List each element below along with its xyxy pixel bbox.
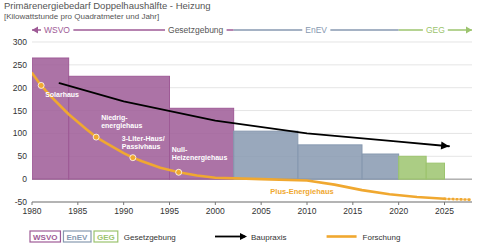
legend-label: GEG <box>97 233 115 242</box>
period-label: WSVO <box>44 25 70 35</box>
x-tick <box>77 202 78 205</box>
step-bar <box>234 131 298 179</box>
x-tick-label: 2015 <box>343 206 362 216</box>
x-tick-label: 2010 <box>298 206 317 216</box>
step-bar <box>298 145 362 179</box>
milestone-label-line: Null- <box>172 146 188 153</box>
milestone-label-line: Passivhaus <box>122 143 161 150</box>
period-arrow <box>32 27 38 34</box>
legend-swatch <box>30 231 60 242</box>
x-axis <box>32 202 472 203</box>
milestone-dot <box>130 155 136 161</box>
legend-swatch <box>94 231 118 242</box>
period-label: EnEV <box>305 25 327 35</box>
x-tick <box>307 202 308 205</box>
x-tick-label: 1990 <box>114 206 133 216</box>
x-tick <box>215 202 216 205</box>
x-tick-label: 1980 <box>23 206 42 216</box>
label-bg <box>302 25 330 35</box>
legend-swatch <box>63 231 91 242</box>
x-tick-label: 2000 <box>206 206 225 216</box>
period-label: GEG <box>426 25 445 35</box>
step-bar <box>362 154 399 179</box>
subtitle: [Kilowattstunde pro Quadratmeter und Jah… <box>4 12 159 21</box>
x-tick <box>444 202 445 205</box>
y-tick-label: 50 <box>18 151 28 161</box>
label-bg <box>423 25 448 35</box>
milestone-label: Null-Heizenergiehaus <box>172 146 228 162</box>
x-tick-label: 2020 <box>389 206 408 216</box>
period-label: Gesetzgebung <box>168 25 224 35</box>
milestone-label: 3-Liter-Haus/Passivhaus <box>122 135 165 150</box>
x-tick-label: 2005 <box>252 206 271 216</box>
grid-line <box>32 202 472 203</box>
y-tick-label: 100 <box>13 128 27 138</box>
milestone-dot <box>38 82 44 88</box>
milestone-label-line: energiehaus <box>101 122 142 130</box>
label-bg <box>165 25 227 35</box>
x-tick-label: 2025 <box>435 206 454 216</box>
grid-line <box>32 42 472 43</box>
trend-arrow <box>60 83 450 146</box>
milestone-label: Niedrig-energiehaus <box>101 114 142 130</box>
plot-area <box>32 58 472 200</box>
x-tick <box>398 202 399 205</box>
x-tick <box>32 202 33 205</box>
milestone-label-line: Solarhaus <box>45 91 79 98</box>
arrow-head <box>441 142 449 150</box>
period-arrow <box>466 27 472 34</box>
milestone-label-line: Heizenergiehaus <box>172 154 228 162</box>
x-tick-label: 1985 <box>68 206 87 216</box>
milestone-label-line: 3-Liter-Haus/ <box>122 135 165 142</box>
legend-group-label: Gesetzgebung <box>124 233 176 242</box>
x-tick <box>123 202 124 205</box>
annotation: Plus-Energiehaus <box>270 187 333 196</box>
x-tick <box>261 202 262 205</box>
milestone-label-line: Niedrig- <box>101 114 128 122</box>
chart: Primärenergiebedarf Doppelhaushälfte - H… <box>0 0 480 251</box>
x-tick <box>352 202 353 205</box>
legend-label: Baupraxis <box>251 233 287 242</box>
title: Primärenergiebedarf Doppelhaushälfte - H… <box>4 0 210 11</box>
label-bg <box>41 25 73 35</box>
milestone-label: Solarhaus <box>45 91 79 98</box>
y-tick-label: 0 <box>22 174 27 184</box>
legend-arrow <box>240 233 247 240</box>
milestone-dot <box>176 169 182 175</box>
legend-line <box>327 235 357 238</box>
y-tick-label: 150 <box>13 106 27 116</box>
y-tick-label: 200 <box>13 83 27 93</box>
step-bar <box>399 156 427 179</box>
step-bar <box>426 163 444 179</box>
legend-label: WSVO <box>33 233 57 242</box>
line <box>32 73 445 199</box>
legend-label: EnEV <box>66 233 88 242</box>
projection-line <box>445 198 473 202</box>
y-tick-label: 250 <box>13 60 27 70</box>
y-tick-label: 300 <box>13 37 27 47</box>
step-bar <box>32 58 69 179</box>
milestone-dot <box>93 134 99 140</box>
step-bar <box>170 108 234 179</box>
x-tick-label: 1995 <box>160 206 179 216</box>
legend-label: Forschung <box>363 233 401 242</box>
x-tick <box>169 202 170 205</box>
grid-line <box>32 64 472 65</box>
